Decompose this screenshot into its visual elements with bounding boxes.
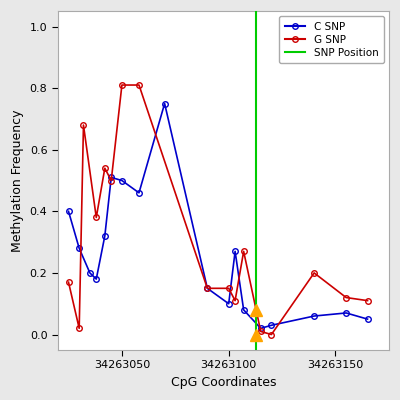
G SNP <box>66 280 71 284</box>
G SNP <box>226 286 231 291</box>
C SNP <box>136 190 141 195</box>
X-axis label: CpG Coordinates: CpG Coordinates <box>171 376 276 389</box>
G SNP <box>365 298 370 303</box>
G SNP <box>258 329 263 334</box>
C SNP <box>102 234 107 238</box>
C SNP <box>162 101 167 106</box>
G SNP <box>312 270 316 275</box>
C SNP <box>66 209 71 214</box>
G SNP <box>109 178 114 183</box>
G SNP <box>94 215 99 220</box>
G SNP <box>81 123 86 128</box>
G SNP <box>269 332 274 337</box>
C SNP <box>269 323 274 328</box>
C SNP <box>312 314 316 318</box>
C SNP <box>109 175 114 180</box>
Y-axis label: Methylation Frequency: Methylation Frequency <box>11 109 24 252</box>
C SNP <box>241 308 246 312</box>
G SNP <box>136 83 141 88</box>
C SNP <box>94 277 99 282</box>
Legend: C SNP, G SNP, SNP Position: C SNP, G SNP, SNP Position <box>279 16 384 63</box>
G SNP <box>102 166 107 170</box>
C SNP <box>120 178 124 183</box>
C SNP <box>344 310 348 315</box>
G SNP <box>205 286 210 291</box>
G SNP <box>120 83 124 88</box>
C SNP <box>258 326 263 331</box>
Line: G SNP: G SNP <box>66 82 370 337</box>
C SNP <box>365 317 370 322</box>
G SNP <box>241 249 246 254</box>
C SNP <box>77 246 82 251</box>
C SNP <box>233 249 238 254</box>
G SNP <box>77 326 82 331</box>
C SNP <box>226 301 231 306</box>
G SNP <box>233 298 238 303</box>
Line: C SNP: C SNP <box>66 101 370 331</box>
C SNP <box>88 270 92 275</box>
C SNP <box>205 286 210 291</box>
G SNP <box>344 295 348 300</box>
